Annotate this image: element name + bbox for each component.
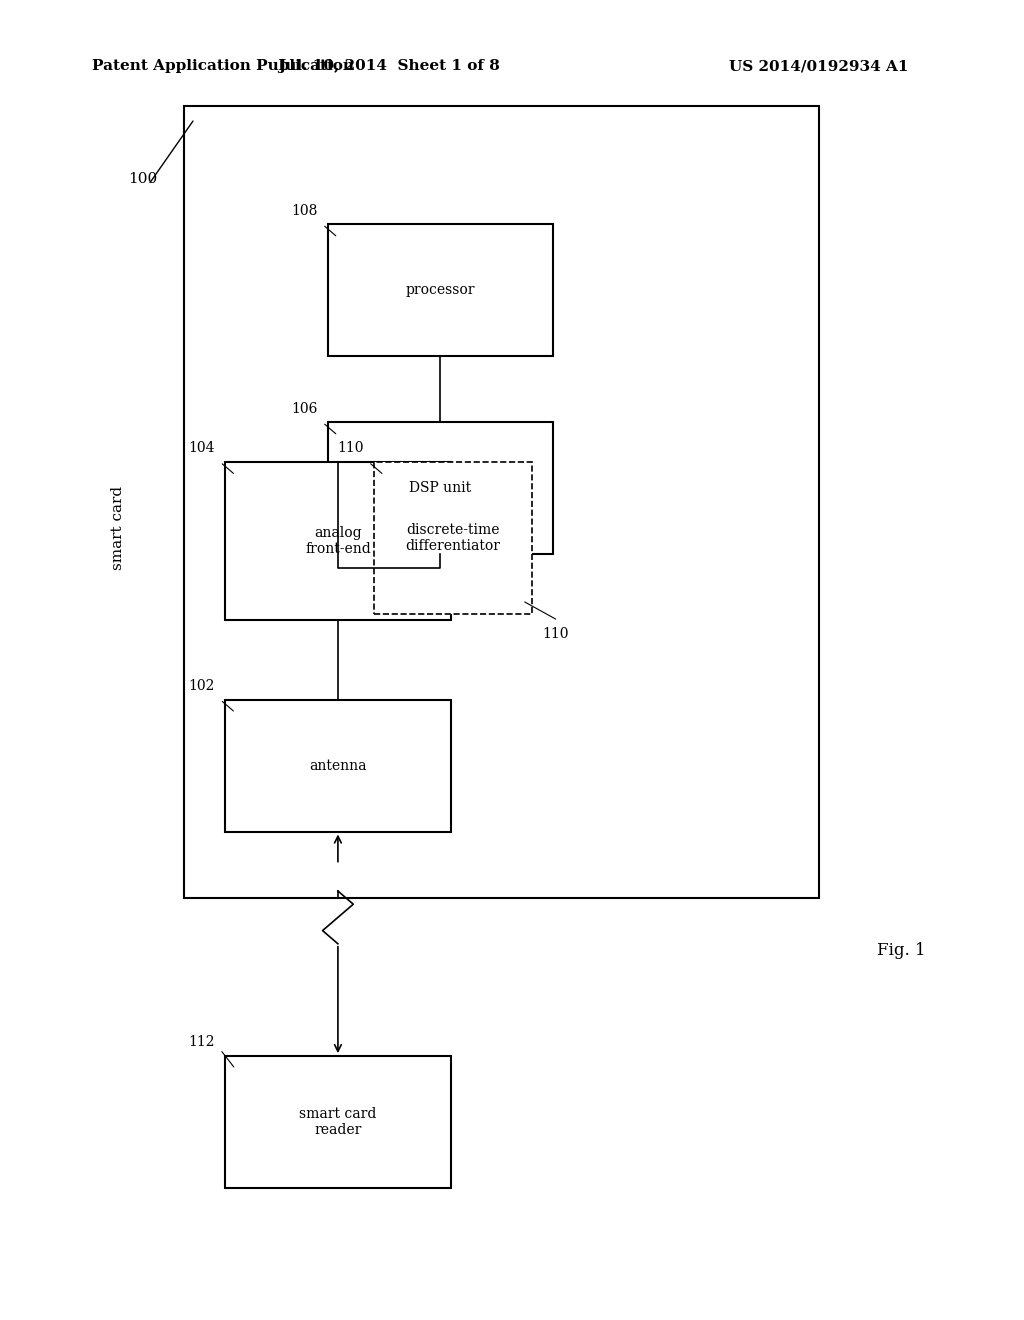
Text: Fig. 1: Fig. 1 xyxy=(877,942,926,958)
Text: US 2014/0192934 A1: US 2014/0192934 A1 xyxy=(729,59,909,74)
FancyBboxPatch shape xyxy=(225,700,451,832)
FancyBboxPatch shape xyxy=(225,462,451,620)
Text: Jul. 10, 2014  Sheet 1 of 8: Jul. 10, 2014 Sheet 1 of 8 xyxy=(279,59,500,74)
Text: smart card
reader: smart card reader xyxy=(299,1107,377,1137)
Text: DSP unit: DSP unit xyxy=(410,482,471,495)
Text: 108: 108 xyxy=(291,203,317,218)
Text: 112: 112 xyxy=(188,1035,215,1049)
Text: smart card: smart card xyxy=(111,486,125,570)
Text: analog
front-end: analog front-end xyxy=(305,527,371,556)
Text: antenna: antenna xyxy=(309,759,367,772)
Text: discrete-time
differentiator: discrete-time differentiator xyxy=(406,523,501,553)
Text: 110: 110 xyxy=(543,627,569,642)
FancyBboxPatch shape xyxy=(328,224,553,356)
FancyBboxPatch shape xyxy=(374,462,532,614)
FancyBboxPatch shape xyxy=(328,422,553,554)
Text: 110: 110 xyxy=(337,441,364,455)
Text: processor: processor xyxy=(406,284,475,297)
Text: 102: 102 xyxy=(188,678,215,693)
FancyBboxPatch shape xyxy=(225,1056,451,1188)
Text: 106: 106 xyxy=(291,401,317,416)
Text: Patent Application Publication: Patent Application Publication xyxy=(92,59,354,74)
Text: 100: 100 xyxy=(128,172,158,186)
FancyBboxPatch shape xyxy=(184,106,819,898)
Text: 104: 104 xyxy=(188,441,215,455)
